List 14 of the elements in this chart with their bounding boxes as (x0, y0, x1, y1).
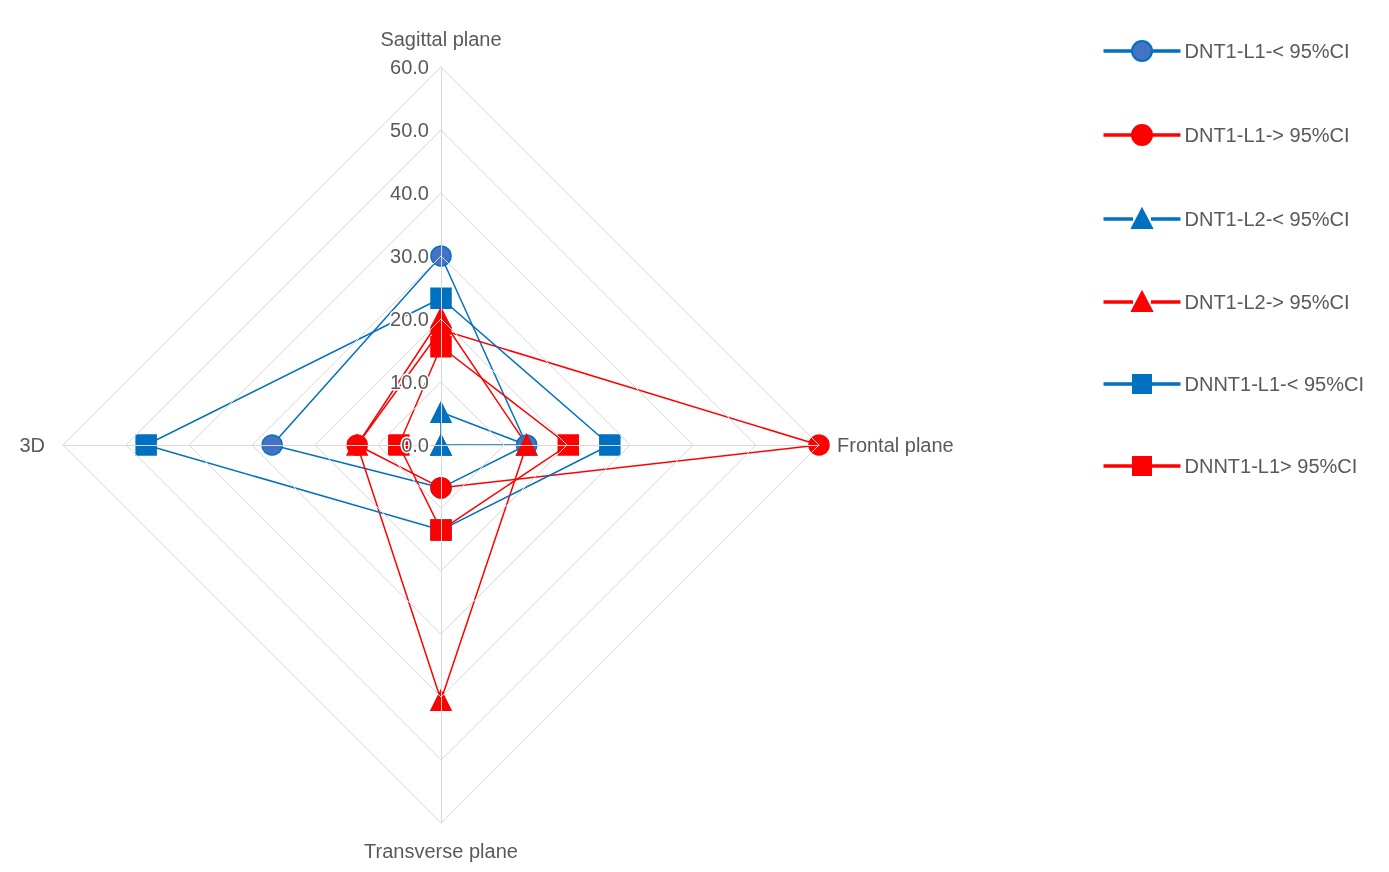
y-tick-label: 40.0 (390, 182, 429, 204)
legend-label: DNT1-L2-> 95%CI (1184, 290, 1350, 313)
legend-label: DNNT1-L1-< 95%CI (1184, 373, 1365, 395)
spoke-label: Transverse plane (364, 840, 518, 862)
spoke-label: Sagittal plane (380, 28, 502, 50)
legend-label: DNNT1-L1> 95%CI (1184, 455, 1358, 477)
y-tick-label: 50.0 (390, 119, 429, 141)
legend-label: DNT1-L1-< 95%CI (1184, 40, 1350, 62)
y-tick-label: 30.0 (390, 245, 429, 267)
legend-label: DNT1-L2-< 95%CI (1184, 207, 1350, 230)
legend-label: DNT1-L1-> 95%CI (1184, 124, 1350, 146)
spoke-label: 3D (19, 434, 45, 456)
y-tick-label: 60.0 (390, 56, 429, 78)
spoke-label: Frontal plane (837, 434, 954, 456)
